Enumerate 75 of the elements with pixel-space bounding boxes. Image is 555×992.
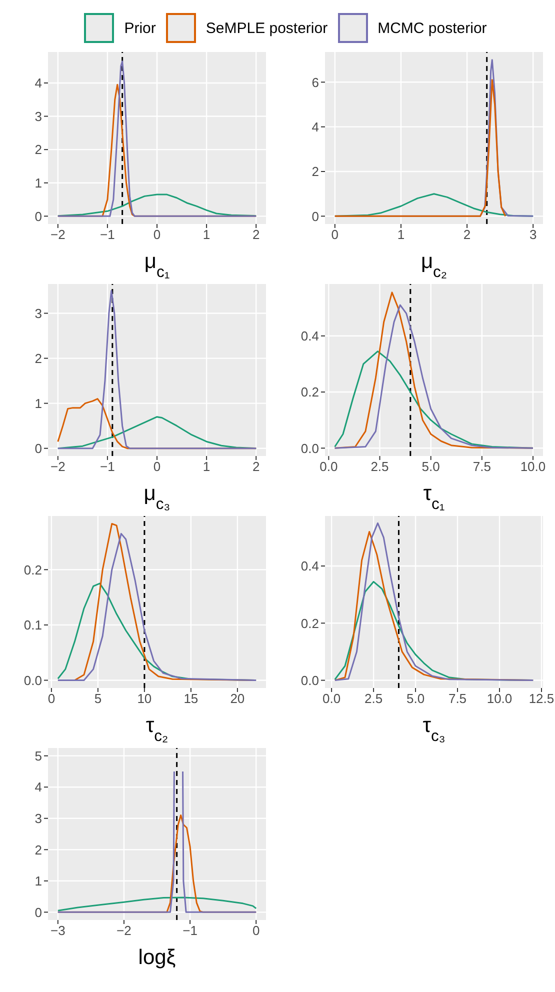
x-tick-label: −1: [100, 459, 115, 474]
x-tick-label: −1: [182, 923, 198, 938]
y-tick-label: 1: [34, 874, 42, 889]
x-tick-label: 7.5: [448, 691, 467, 706]
x-tick-label: 2: [463, 227, 471, 242]
x-tick-label: −2: [116, 923, 132, 938]
y-tick-label: 3: [34, 306, 42, 321]
y-tick-label: 4: [312, 119, 319, 134]
y-tick-label: 1: [34, 175, 42, 190]
x-tick-label: 7.5: [472, 459, 491, 474]
legend-label: MCMC posterior: [378, 20, 487, 36]
x-tick-label: 5.0: [422, 459, 440, 474]
x-tick-label: 2: [252, 227, 260, 242]
line-series: [57, 194, 257, 217]
legend-label: Prior: [124, 20, 156, 36]
y-tick-label: 0.0: [300, 672, 319, 688]
x-axis-title: μ$_{c₁}$: [144, 250, 170, 280]
x-tick-label: −3: [50, 923, 66, 938]
x-tick-label: 3: [529, 227, 537, 242]
x-tick-label: 1: [202, 459, 210, 474]
y-tick-label: 1: [34, 396, 42, 411]
line-series: [57, 896, 257, 912]
x-tick-label: 0: [331, 227, 339, 242]
y-tick-label: 6: [312, 74, 319, 90]
x-tick-label: −2: [50, 227, 66, 242]
y-tick-label: 4: [34, 76, 42, 91]
x-tick-label: 2: [252, 459, 260, 474]
y-tick-label: 0.4: [300, 328, 319, 344]
y-tick-label: 4: [34, 780, 42, 795]
x-tick-label: 0: [252, 923, 260, 938]
y-tick-label: 0: [312, 208, 319, 224]
x-tick-label: 2.5: [370, 459, 389, 474]
y-tick-label: 0: [34, 904, 42, 920]
x-axis-title: μ$_{c₂}$: [420, 250, 448, 280]
x-tick-label: 5.0: [406, 691, 425, 706]
x-tick-label: 1: [397, 227, 405, 242]
y-tick-label: 0.2: [300, 384, 319, 400]
legend-label: SeMPLE posterior: [206, 20, 328, 36]
x-axis-title: τ$_{c₁}$: [423, 482, 445, 512]
x-tick-label: −2: [50, 459, 66, 474]
x-tick-label: 12.5: [528, 691, 554, 706]
x-tick-label: 2.5: [364, 691, 383, 706]
x-tick-label: 5: [94, 691, 102, 706]
y-tick-label: 2: [34, 350, 42, 366]
x-axis-title: τ$_{c₃}$: [422, 714, 446, 744]
y-tick-label: 3: [34, 810, 42, 826]
line-series: [334, 79, 506, 217]
x-tick-label: 0: [48, 691, 56, 706]
x-tick-label: 10.0: [486, 691, 512, 706]
y-tick-label: 0.0: [300, 440, 319, 456]
y-tick-label: 2: [34, 842, 42, 858]
x-tick-label: 15: [184, 691, 198, 706]
x-tick-label: 0: [153, 459, 161, 474]
x-tick-label: 20: [230, 691, 245, 706]
x-tick-label: 10.0: [520, 459, 546, 474]
x-tick-label: 10: [137, 691, 152, 706]
x-tick-label: 0: [153, 227, 161, 242]
x-tick-label: 0.0: [322, 691, 341, 706]
y-tick-label: 5: [34, 748, 42, 764]
line-series: [57, 290, 257, 450]
y-tick-label: 0.2: [24, 562, 42, 578]
y-tick-label: 3: [34, 108, 42, 124]
x-axis-title: logξ: [138, 946, 176, 969]
x-axis-title: μ$_{c₃}$: [144, 482, 170, 512]
x-tick-label: 1: [202, 227, 210, 242]
y-tick-label: 2: [312, 164, 319, 180]
y-tick-label: 0: [34, 208, 42, 224]
y-tick-label: 0.2: [300, 616, 319, 631]
x-axis-title: τ$_{c₂}$: [146, 714, 168, 744]
y-tick-label: 0: [34, 440, 42, 456]
y-tick-label: 0.1: [24, 618, 42, 633]
x-tick-label: −1: [100, 227, 115, 242]
y-tick-label: 2: [34, 142, 42, 158]
y-tick-label: 0.0: [24, 672, 42, 688]
y-tick-label: 0.4: [300, 558, 319, 574]
